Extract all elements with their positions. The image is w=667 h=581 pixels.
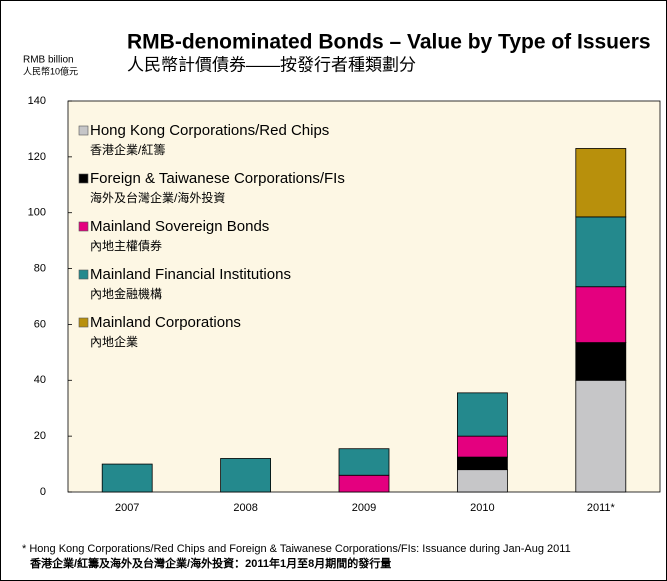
legend-label-zh: 內地金融機構 [90,286,162,301]
footnote-zh: 香港企業/紅籌及海外及台灣企業/海外投資：2011年1月至8月期間的發行量 [29,556,391,570]
y-tick-label: 100 [28,207,46,219]
bar-segment [575,216,627,288]
x-tick-label: 2008 [233,502,257,514]
legend-label: Mainland Financial Institutions [90,266,291,283]
legend-label-zh: 海外及台灣企業/海外投資 [90,190,225,205]
bar-segment [101,463,153,493]
legend-swatch [78,125,89,136]
y-axis-label-zh: 人民幣10億元 [23,65,78,76]
y-axis-label: RMB billion [23,55,74,66]
bar-segment [456,469,508,493]
legend-label: Mainland Corporations [90,314,241,331]
bar-segment [338,474,390,493]
legend-swatch [78,317,89,328]
legend-label: Foreign & Taiwanese Corporations/FIs [90,170,345,187]
bar-segment [456,392,508,437]
legend-label-zh: 內地主權債券 [90,238,162,253]
x-tick-label: 2011* [587,502,616,514]
chart-title: RMB-denominated Bonds – Value by Type of… [127,31,651,54]
bar-segment [575,148,627,218]
bar-segment [575,286,627,343]
y-tick-label: 40 [34,374,46,386]
footnote: * Hong Kong Corporations/Red Chips and F… [22,543,571,555]
legend-swatch [78,173,89,184]
x-tick-label: 2007 [115,502,139,514]
legend-label: Hong Kong Corporations/Red Chips [90,122,329,139]
bar-segment [456,456,508,471]
plot-area [67,100,661,493]
y-tick-label: 140 [28,95,46,107]
legend-label: Mainland Sovereign Bonds [90,218,269,235]
bar-segment [575,342,627,381]
legend-swatch [78,221,89,232]
y-tick-label: 80 [34,262,46,274]
y-tick-label: 20 [34,430,46,442]
legend-label-zh: 香港企業/紅籌 [90,142,165,157]
bar-segment [338,448,390,476]
x-tick-label: 2009 [352,502,376,514]
bar-segment [575,379,627,493]
legend-swatch [78,269,89,280]
bar-segment [456,435,508,458]
chart-subtitle: 人民幣計價債券——按發行者種類劃分 [127,55,416,74]
y-tick-label: 120 [28,151,46,163]
legend-label-zh: 內地企業 [90,334,138,349]
x-tick-label: 2010 [470,502,494,514]
y-tick-label: 0 [40,486,46,498]
bar-segment [220,458,272,493]
y-tick-label: 60 [34,318,46,330]
